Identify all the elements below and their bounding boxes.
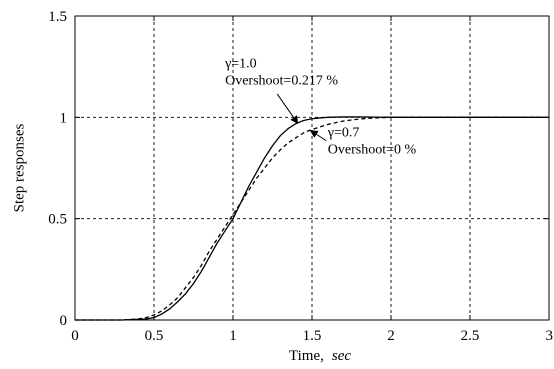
series-line-1 [75,116,549,321]
x-tick-label: 3 [546,328,554,344]
x-tick-label: 0.5 [145,328,164,344]
annotations-layer: γ=1.0 Overshoot=0.217 % γ=0.7 Overshoot=0 % [224,57,416,158]
x-axis-label-text: Time, [289,348,324,364]
y-tick-label: 1.5 [48,9,67,25]
x-tick-label: 2.5 [461,328,480,344]
y-tick-label: 0 [60,313,68,329]
annotation-line: γ=1.0 [224,57,257,72]
x-axis-label-unit: sec [332,348,351,364]
x-tick-label: 1.5 [303,328,322,344]
annotation-2: γ=0.7 Overshoot=0 % [327,126,417,158]
series-layer [75,116,549,321]
annotation-line: Overshoot=0 % [328,143,417,158]
series-line-2 [75,116,549,321]
x-tick-label: 0 [71,328,79,344]
y-axis-label: Step responses [11,123,27,212]
annotation-line: γ=0.7 [327,126,360,141]
annotation-arrow-2 [309,130,327,142]
y-tick-label: 1 [60,110,68,126]
x-tick-label: 1 [229,328,237,344]
ticks-layer: 0 0.5 1 1.5 2 2.5 3 0 0.5 1 1.5 [48,9,553,344]
grid [75,16,549,320]
x-tick-label: 2 [387,328,395,344]
y-tick-label: 0.5 [48,212,67,228]
x-axis-label: Time, sec [289,348,351,364]
annotation-1: γ=1.0 Overshoot=0.217 % [224,57,338,89]
annotation-arrow-1 [276,93,299,125]
annotation-line: Overshoot=0.217 % [225,74,338,89]
